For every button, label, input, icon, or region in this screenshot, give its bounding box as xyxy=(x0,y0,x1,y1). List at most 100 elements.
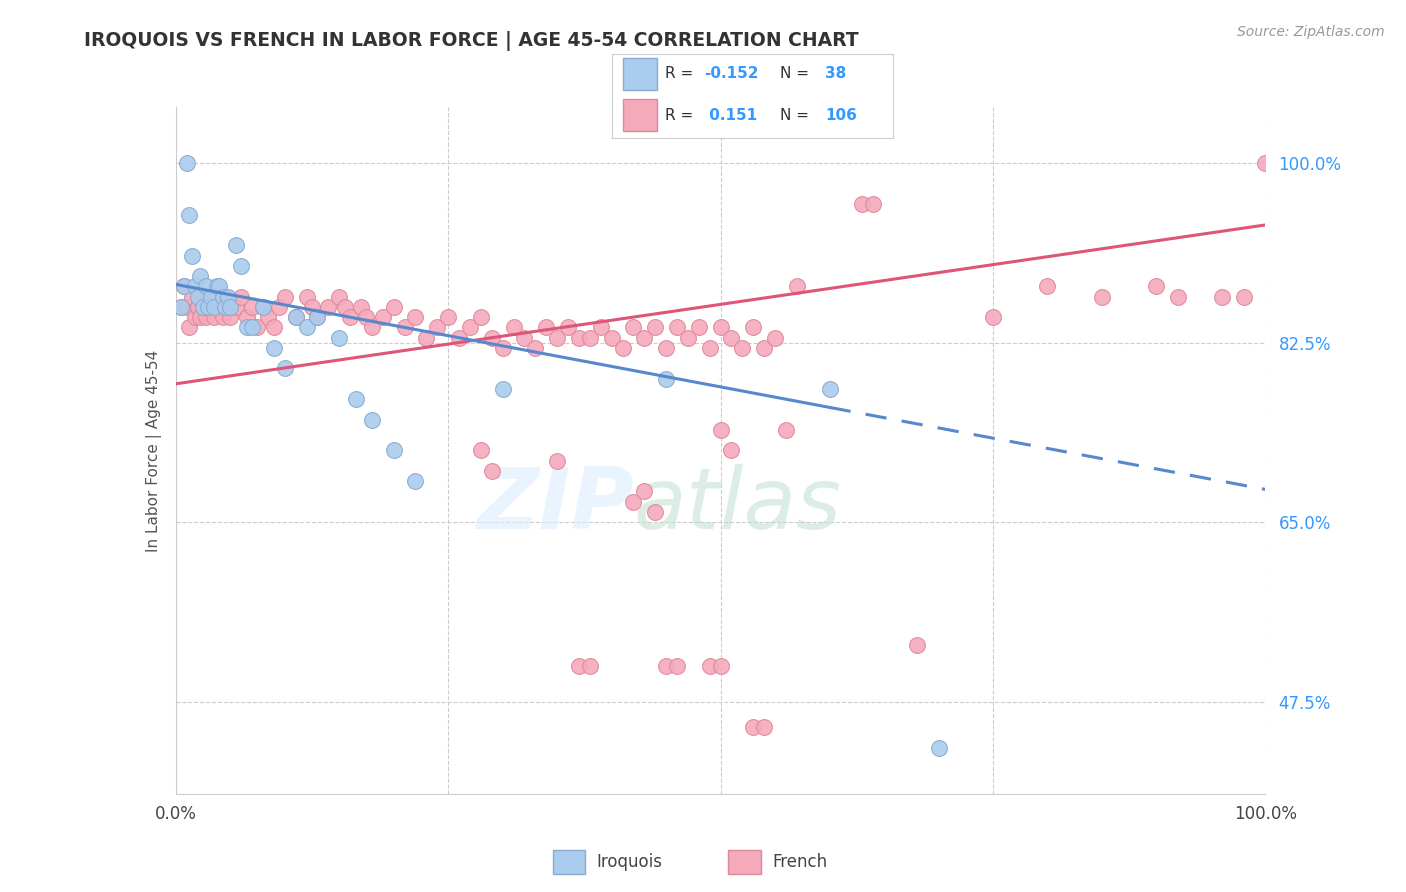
Point xyxy=(621,494,644,508)
Point xyxy=(205,279,228,293)
Point xyxy=(350,300,373,314)
Point xyxy=(1036,279,1059,293)
Point xyxy=(307,310,329,325)
Point xyxy=(173,279,195,293)
Point xyxy=(513,331,536,345)
Point xyxy=(710,423,733,437)
Point xyxy=(186,300,209,314)
Point xyxy=(818,382,841,396)
Point xyxy=(188,310,211,325)
Point xyxy=(655,658,678,673)
Point xyxy=(405,310,427,325)
Point xyxy=(301,300,323,314)
Point xyxy=(546,453,568,467)
Point xyxy=(181,249,204,263)
Point xyxy=(644,320,666,334)
Point xyxy=(928,740,950,755)
Point xyxy=(197,290,219,304)
Point xyxy=(862,197,884,211)
Point xyxy=(742,720,765,734)
Point xyxy=(217,300,239,314)
Point xyxy=(235,320,257,334)
Text: -0.152: -0.152 xyxy=(704,66,759,81)
Point xyxy=(775,423,797,437)
Text: atlas: atlas xyxy=(633,464,841,547)
Point xyxy=(688,320,710,334)
Point xyxy=(188,269,211,284)
Text: 106: 106 xyxy=(825,108,858,123)
Point xyxy=(208,279,231,293)
Point xyxy=(200,300,222,314)
Point xyxy=(295,320,318,334)
Point xyxy=(644,505,666,519)
Point xyxy=(492,382,515,396)
Point xyxy=(720,443,742,458)
Point xyxy=(177,320,200,334)
Point xyxy=(382,443,405,458)
Point xyxy=(612,341,634,355)
Point xyxy=(546,331,568,345)
Point xyxy=(195,310,218,325)
Point xyxy=(655,372,678,386)
Point xyxy=(200,290,222,304)
Point xyxy=(339,310,361,325)
Point xyxy=(274,290,297,304)
Text: IROQUOIS VS FRENCH IN LABOR FORCE | AGE 45-54 CORRELATION CHART: IROQUOIS VS FRENCH IN LABOR FORCE | AGE … xyxy=(84,31,859,51)
Text: ZIP: ZIP xyxy=(475,464,633,547)
Point xyxy=(211,290,233,304)
Bar xyxy=(728,850,761,873)
Point xyxy=(191,290,214,304)
Point xyxy=(666,320,689,334)
Point xyxy=(356,310,378,325)
Point xyxy=(426,320,449,334)
Point xyxy=(1091,290,1114,304)
Point xyxy=(666,658,689,673)
Point xyxy=(214,290,236,304)
Point xyxy=(328,331,350,345)
Point xyxy=(240,320,263,334)
Point xyxy=(655,341,678,355)
Point xyxy=(211,310,233,325)
Point xyxy=(534,320,557,334)
Point xyxy=(231,259,253,273)
Point xyxy=(557,320,579,334)
Point xyxy=(415,331,437,345)
Point xyxy=(184,310,207,325)
Point xyxy=(405,474,427,488)
Point xyxy=(170,300,193,314)
Point xyxy=(219,310,242,325)
Point xyxy=(1211,290,1233,304)
Point xyxy=(754,341,776,355)
Point xyxy=(579,658,602,673)
Point xyxy=(710,320,733,334)
Point xyxy=(197,300,219,314)
Point xyxy=(742,320,765,334)
Point xyxy=(202,310,225,325)
Point xyxy=(382,300,405,314)
Point xyxy=(263,320,285,334)
Point xyxy=(633,331,655,345)
Y-axis label: In Labor Force | Age 45-54: In Labor Force | Age 45-54 xyxy=(146,350,162,551)
Point xyxy=(219,300,242,314)
Point xyxy=(568,658,591,673)
Point xyxy=(1232,290,1256,304)
Point xyxy=(170,300,193,314)
Point xyxy=(360,320,382,334)
Point xyxy=(710,658,733,673)
Point xyxy=(176,156,198,170)
Point xyxy=(214,300,236,314)
Point xyxy=(600,331,623,345)
Point xyxy=(1254,156,1277,170)
Point xyxy=(676,331,699,345)
Point xyxy=(754,720,776,734)
Point xyxy=(231,290,253,304)
Point xyxy=(720,331,742,345)
Point xyxy=(184,279,207,293)
Point xyxy=(763,331,786,345)
Point xyxy=(481,464,503,478)
FancyBboxPatch shape xyxy=(623,58,657,90)
Point xyxy=(240,300,263,314)
Text: N =: N = xyxy=(780,66,814,81)
Point xyxy=(1144,279,1167,293)
Point xyxy=(568,331,591,345)
